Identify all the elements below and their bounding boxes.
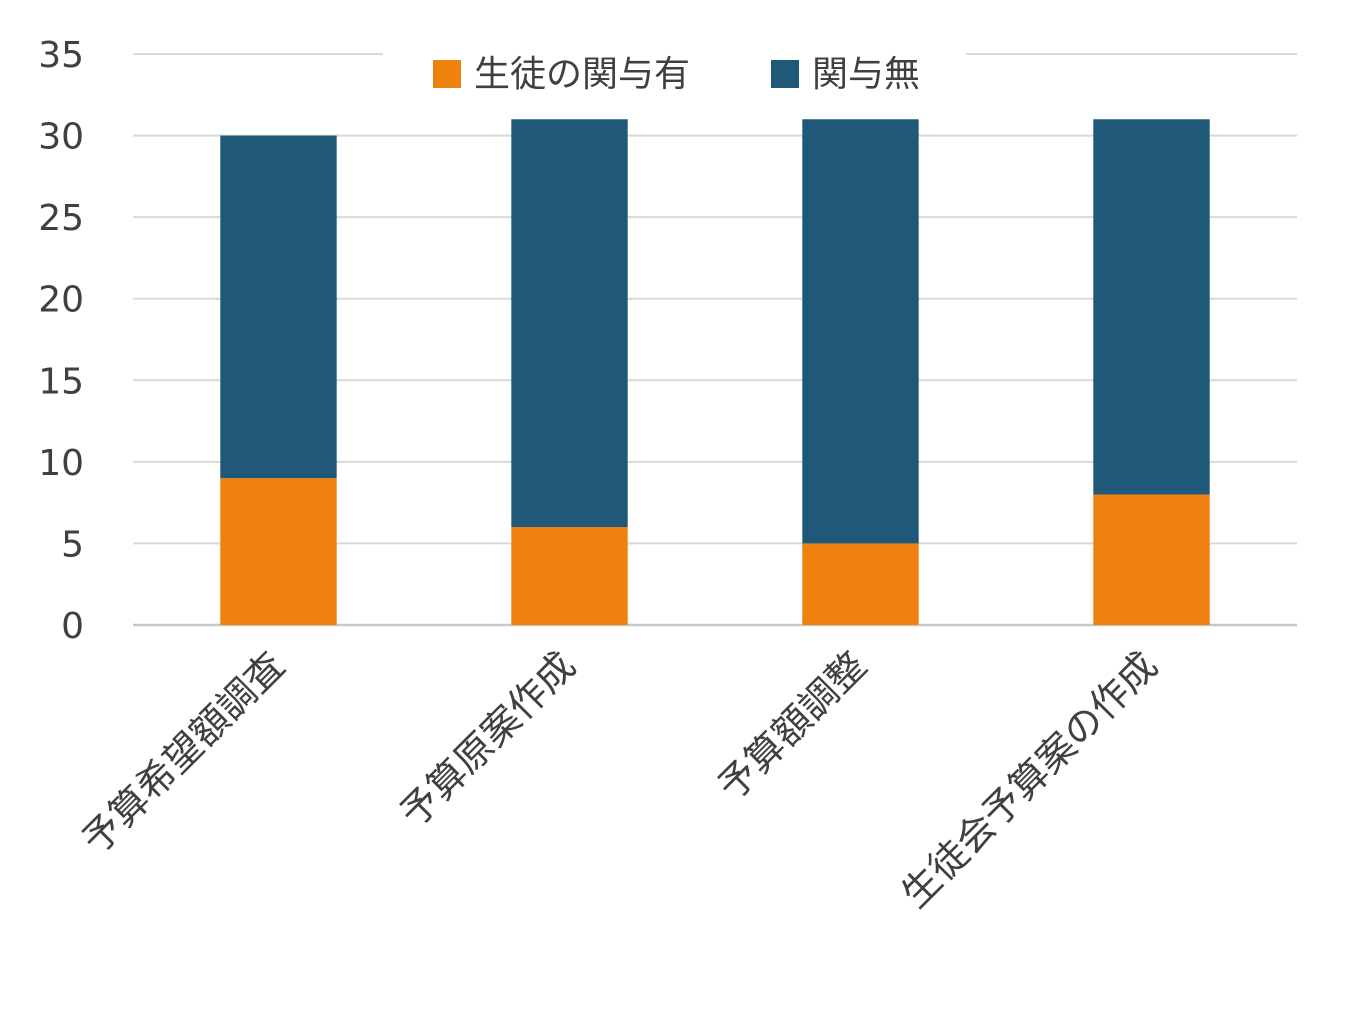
x-category-label: 予算希望額調査 <box>74 643 293 862</box>
x-axis: 予算希望額調査 予算原案作成 予算額調整 生徒会予算案の作成 <box>74 643 1166 916</box>
legend-label: 関与無 <box>812 54 920 95</box>
bar-segment-not-involved <box>802 119 919 544</box>
bar-segment-not-involved <box>511 119 628 528</box>
bar-segment-not-involved <box>1093 119 1210 495</box>
y-tick-label: 5 <box>61 524 84 565</box>
legend: 生徒の関与有 関与無 <box>383 30 966 95</box>
y-tick-label: 0 <box>61 606 84 647</box>
bar-segment-involved <box>802 543 919 625</box>
bar-segment-not-involved <box>220 135 337 479</box>
bars <box>220 119 1210 625</box>
bar-segment-involved <box>511 527 628 625</box>
legend-swatch <box>771 60 799 88</box>
bar-segment-involved <box>1093 494 1210 625</box>
x-category-label: 生徒会予算案の作成 <box>893 643 1166 916</box>
legend-swatch <box>433 60 461 88</box>
legend-background <box>383 30 966 82</box>
y-tick-label: 25 <box>38 198 84 239</box>
x-category-label: 予算原案作成 <box>392 643 584 835</box>
y-tick-label: 35 <box>38 35 84 76</box>
y-tick-label: 20 <box>38 280 84 321</box>
x-category-label: 予算額調整 <box>709 643 874 808</box>
legend-label: 生徒の関与有 <box>474 54 690 95</box>
y-tick-label: 15 <box>38 361 84 402</box>
y-tick-label: 30 <box>38 117 84 158</box>
bar-segment-involved <box>220 478 337 625</box>
y-tick-label: 10 <box>38 443 84 484</box>
y-axis: 0 5 10 15 20 25 30 35 <box>38 35 84 647</box>
